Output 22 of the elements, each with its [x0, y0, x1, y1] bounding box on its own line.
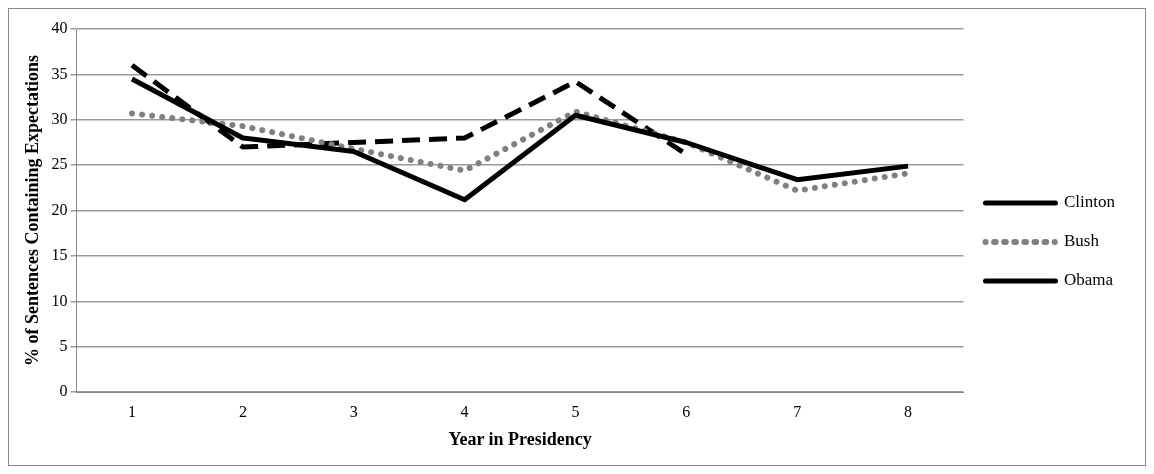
legend-label: Clinton — [1063, 192, 1116, 212]
y-tick-label: 10 — [51, 291, 68, 309]
x-tick-label: 3 — [349, 403, 358, 420]
legend-label: Obama — [1063, 270, 1114, 290]
x-tick-label: 1 — [128, 403, 137, 420]
y-tick-label: 25 — [51, 155, 68, 173]
x-tick-label: 2 — [238, 403, 247, 420]
y-tick-label: 30 — [51, 110, 68, 127]
y-tick-label: 15 — [51, 246, 68, 264]
y-tick-label: 40 — [51, 19, 68, 37]
y-tick-label: 35 — [51, 64, 68, 82]
x-tick-label: 4 — [460, 403, 469, 420]
y-tick-label: 20 — [51, 200, 68, 218]
y-axis-title: % of Sentences Containing Expectations — [22, 55, 43, 367]
x-tick-label: 8 — [904, 403, 913, 420]
x-axis-title: Year in Presidency — [448, 428, 592, 449]
x-tick-label: 7 — [793, 403, 802, 420]
legend-label: Bush — [1063, 231, 1100, 251]
x-tick-label: 5 — [571, 403, 580, 420]
y-tick-label: 0 — [59, 382, 68, 400]
x-tick-label: 6 — [682, 403, 691, 420]
y-tick-label: 5 — [59, 337, 68, 354]
